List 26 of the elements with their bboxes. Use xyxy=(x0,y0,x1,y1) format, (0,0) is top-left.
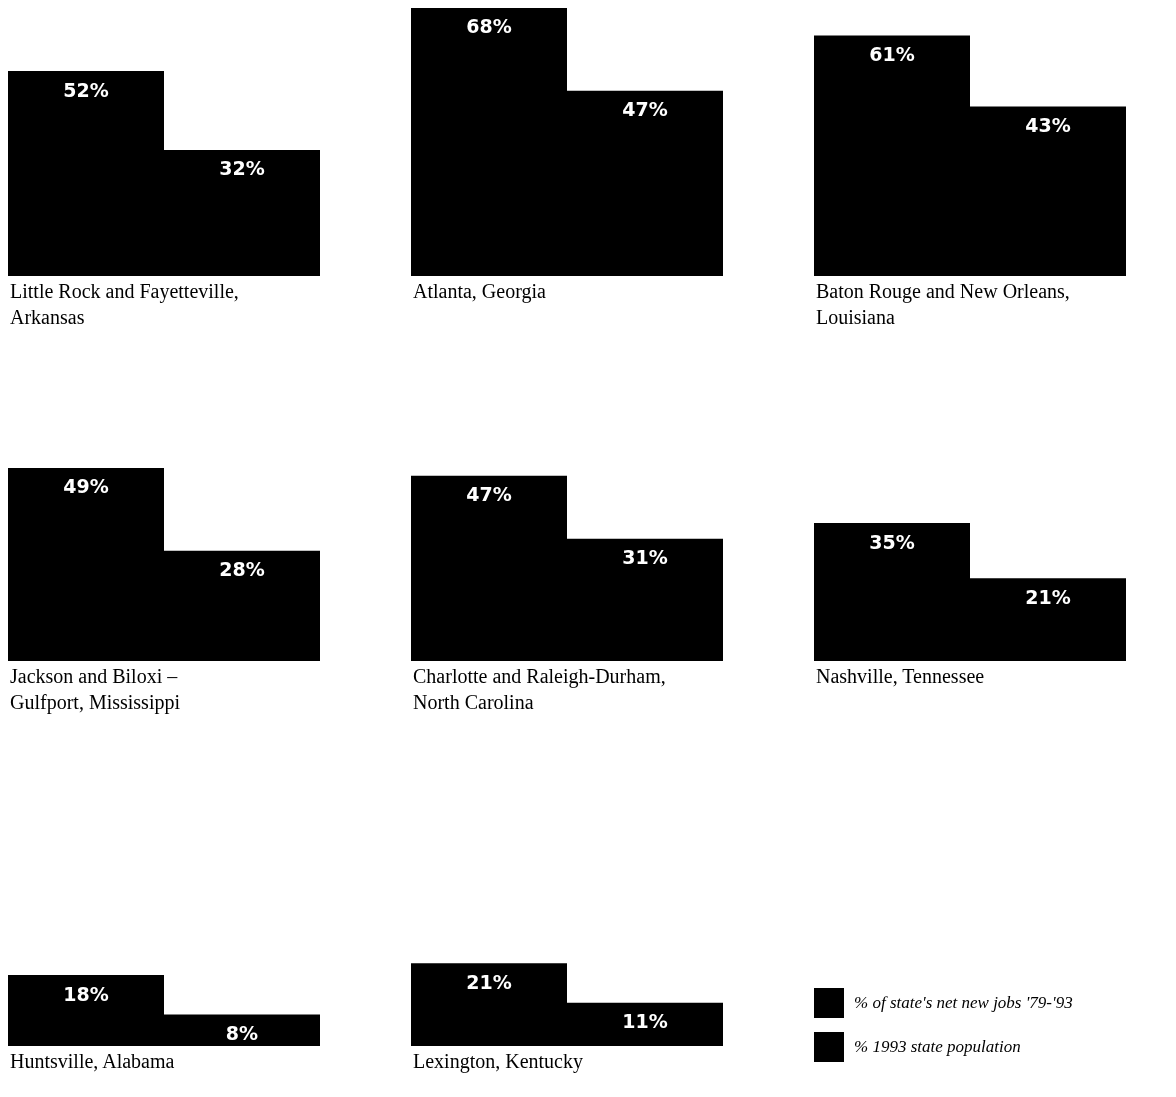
data-label: 68% xyxy=(466,15,512,38)
x-axis-title: Jackson and Biloxi – Gulfport, Mississippi xyxy=(10,665,181,714)
data-label: 49% xyxy=(63,475,109,498)
data-label: 32% xyxy=(219,157,265,180)
data-label: 52% xyxy=(63,78,109,101)
x-axis-title: Baton Rouge and New Orleans, Louisiana xyxy=(816,280,1070,328)
data-label: 11% xyxy=(622,1010,668,1033)
data-label: 61% xyxy=(869,43,915,66)
data-label: 28% xyxy=(219,558,265,581)
data-label: 18% xyxy=(63,982,109,1005)
data-label: 21% xyxy=(1025,585,1071,608)
x-axis-title: Little Rock and Fayetteville, Arkansas xyxy=(10,280,239,328)
data-label: 47% xyxy=(622,98,668,121)
x-axis-title: Huntsville, Alabama xyxy=(10,1050,175,1072)
x-axis-title: Nashville, Tennessee xyxy=(816,665,985,687)
x-axis-title: Lexington, Kentucky xyxy=(413,1050,583,1073)
data-label: 21% xyxy=(466,970,512,993)
legend-label: % of state's net new jobs '79-'93 xyxy=(854,993,1073,1013)
data-label: 8% xyxy=(225,1021,259,1044)
x-axis-title: Charlotte and Raleigh-Durham, North Carolina xyxy=(413,665,666,713)
data-label: 31% xyxy=(622,546,668,569)
legend-label: % 1993 state population xyxy=(854,1037,1021,1057)
data-label: 35% xyxy=(869,530,915,553)
x-axis-title: Atlanta, Georgia xyxy=(413,280,547,303)
data-label: 47% xyxy=(466,483,512,506)
data-label: 43% xyxy=(1025,114,1071,137)
